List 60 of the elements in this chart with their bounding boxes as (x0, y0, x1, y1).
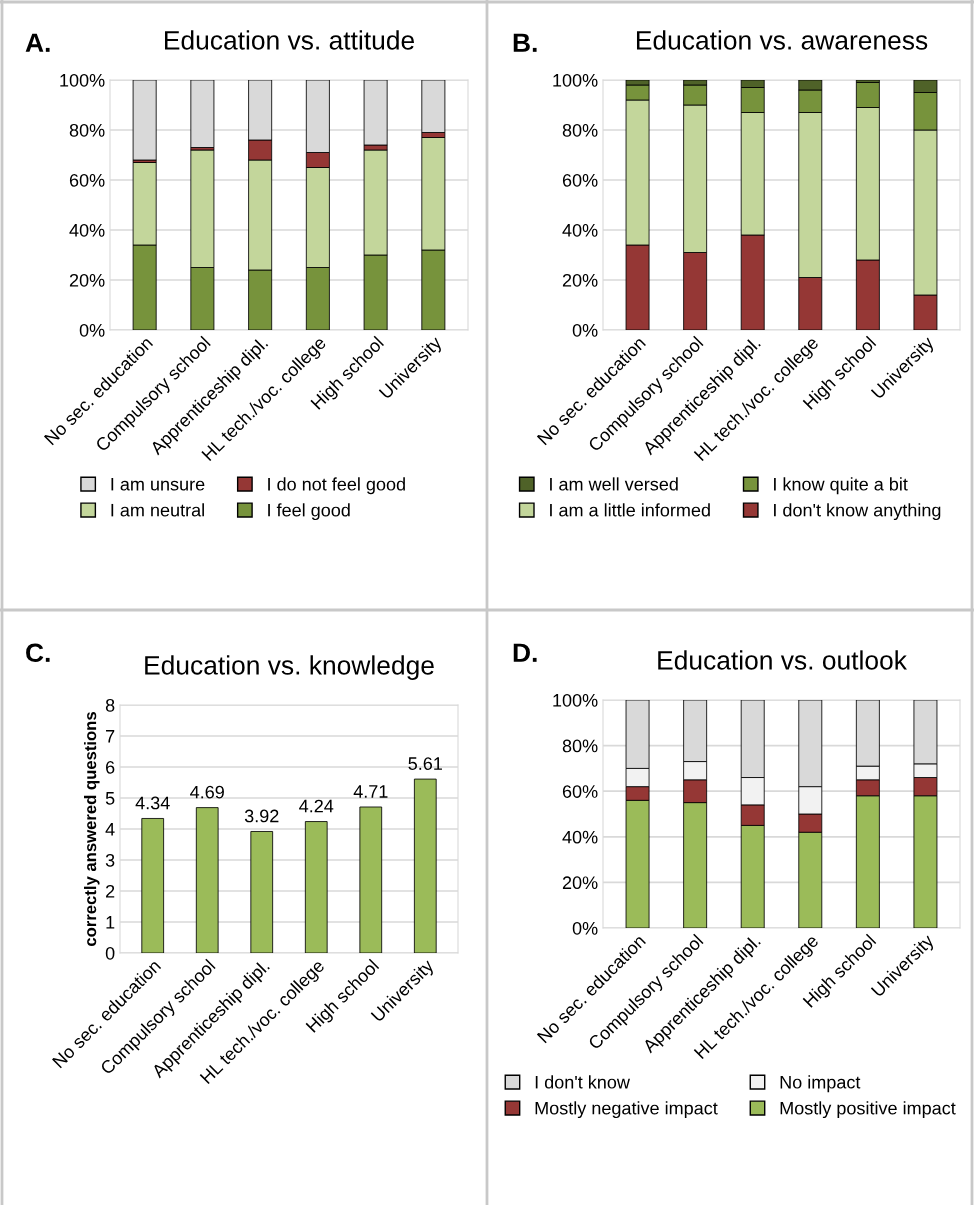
y-tick-label: 20% (562, 876, 598, 890)
y-tick-label: 100% (60, 73, 105, 87)
bar (413, 778, 437, 953)
data-label: 4.71 (353, 785, 388, 798)
legend-label: I am a little informed (550, 503, 710, 517)
y-tick-label: 7 (106, 730, 115, 743)
legend-label: I know quite a bit (774, 477, 908, 495)
y-tick-label: 60% (562, 173, 598, 187)
legend-label: Mostly positive impact (780, 1101, 956, 1119)
y-tick-label: 4 (105, 823, 115, 836)
bar (250, 831, 274, 953)
y-tick-label: 6 (106, 760, 115, 774)
y-tick-label: 60% (562, 785, 598, 798)
data-label: 4.34 (135, 796, 170, 810)
text: A. (25, 33, 50, 52)
data-label: 4.24 (299, 799, 334, 813)
text: D. (513, 643, 537, 662)
y-tick-label: 5 (105, 792, 115, 805)
legend-label: I don't know anything (774, 503, 941, 521)
legend-label: I am well versed (550, 477, 678, 491)
legend-label: I feel good (268, 503, 350, 521)
y-tick-label: 0 (105, 946, 115, 960)
y-tick-label: 80% (69, 123, 105, 137)
chart-title: Education vs. knowledge (145, 655, 434, 680)
legend-label: Mostly negative impact (535, 1101, 718, 1119)
text: B. (513, 33, 537, 52)
legend-label: No impact (780, 1075, 861, 1093)
y-tick-label: 80% (562, 123, 598, 137)
y-tick-label: 40% (69, 223, 105, 237)
legend-label: I am neutral (111, 503, 204, 517)
chart-title: Education vs. outlook (658, 650, 907, 670)
y-tick-label: 8 (105, 698, 115, 712)
data-label: 3.92 (244, 809, 279, 823)
y-tick-label: 20% (69, 273, 105, 287)
y-tick-label: 0% (79, 323, 105, 337)
legend-label: I don't know (535, 1075, 630, 1089)
data-label: 4.69 (190, 785, 224, 799)
y-tick-label: 40% (562, 223, 598, 237)
y-tick-label: 60% (69, 173, 105, 187)
y-tick-label: 0% (572, 921, 598, 935)
y-tick-label: 40% (562, 830, 598, 844)
y-axis-title: correctly answered questions (84, 712, 100, 946)
bar (195, 807, 219, 953)
y-tick-label: 80% (562, 739, 598, 753)
y-tick-label: 20% (562, 273, 598, 287)
legend-label: I do not feel good (268, 477, 405, 495)
bar (359, 806, 383, 953)
y-tick-label: 100% (553, 73, 598, 87)
data-label: 5.61 (408, 757, 442, 770)
legend-label: I am unsure (111, 477, 205, 491)
y-tick-label: 1 (106, 916, 115, 929)
y-tick-label: 2 (106, 884, 115, 898)
text: C. (26, 643, 50, 663)
y-tick-label: 100% (553, 693, 598, 707)
chart-title: Education vs. awareness (636, 30, 928, 50)
y-tick-label: 3 (105, 853, 115, 867)
bar (141, 818, 165, 953)
chart-title: Education vs. attitude (165, 30, 414, 50)
bar (304, 821, 328, 953)
y-tick-label: 0% (572, 323, 598, 337)
